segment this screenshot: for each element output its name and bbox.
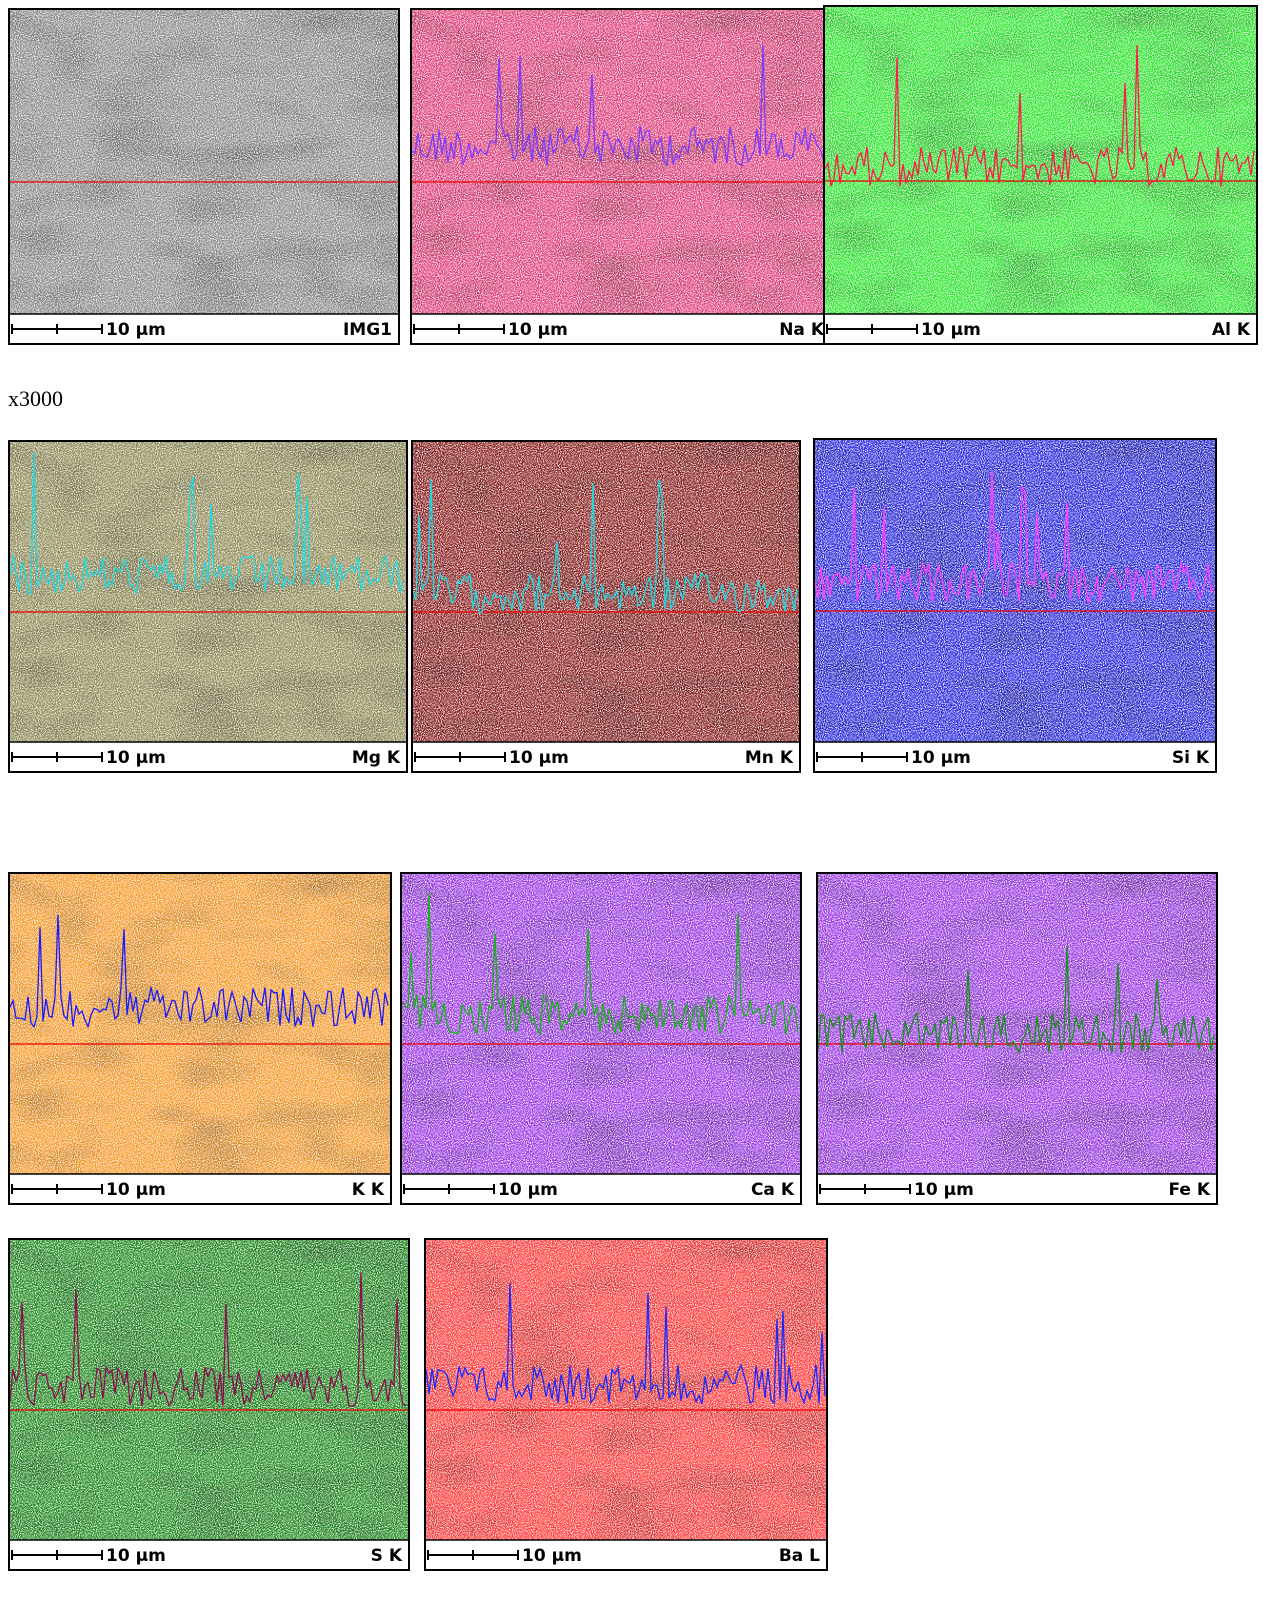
element-label: IMG1 (343, 320, 392, 340)
element-label: Mn K (745, 748, 794, 768)
map-panel: 10 µm Al K (823, 5, 1258, 349)
map-panel: 10 µm Fe K (816, 872, 1218, 1209)
map-image: 10 µm Ca K (400, 872, 802, 1205)
map-speckle (9, 9, 399, 314)
map-speckle (411, 9, 831, 314)
map-panel: 10 µm K K (8, 872, 392, 1209)
scale-label: 10 µm (508, 320, 568, 340)
element-label: Mg K (352, 748, 401, 768)
scale-label: 10 µm (106, 1546, 166, 1566)
map-image: 10 µm Na K (410, 8, 832, 345)
element-label: Si K (1172, 748, 1210, 768)
map-speckle (9, 441, 407, 742)
scale-label: 10 µm (498, 1180, 558, 1200)
map-speckle (814, 439, 1216, 742)
scale-label: 10 µm (106, 1180, 166, 1200)
scale-label: 10 µm (921, 320, 981, 340)
map-image: 10 µm K K (8, 872, 392, 1205)
element-label: Al K (1212, 320, 1251, 340)
element-label: Fe K (1168, 1180, 1210, 1200)
scale-label: 10 µm (509, 748, 569, 768)
map-panel: 10 µm Mn K (411, 440, 801, 777)
scale-label: 10 µm (522, 1546, 582, 1566)
map-panel: 10 µm Mg K (8, 440, 408, 777)
scale-label: 10 µm (106, 748, 166, 768)
scale-label: 10 µm (914, 1180, 974, 1200)
element-label: Ba L (779, 1546, 820, 1566)
map-image: 10 µm Mg K (8, 440, 408, 773)
map-panel: 10 µm Si K (813, 438, 1217, 777)
map-image: 10 µm IMG1 (8, 8, 400, 345)
map-image: 10 µm Al K (823, 5, 1258, 345)
scale-label: 10 µm (911, 748, 971, 768)
element-label: S K (371, 1546, 403, 1566)
element-label: Na K (779, 320, 825, 340)
map-panel: 10 µm IMG1 (8, 8, 400, 349)
map-image: 10 µm S K (8, 1238, 410, 1571)
map-speckle (425, 1239, 827, 1540)
map-panel: 10 µm Ba L (424, 1238, 828, 1575)
map-panel: 10 µm S K (8, 1238, 410, 1575)
page: x3000 10 µm IMG1 10 µm Na K 10 µm Al K 10 µm Mg… (0, 0, 1263, 1609)
map-image: 10 µm Si K (813, 438, 1217, 773)
map-speckle (824, 6, 1257, 314)
map-speckle (412, 441, 800, 742)
map-panel: 10 µm Na K (410, 8, 832, 349)
map-image: 10 µm Fe K (816, 872, 1218, 1205)
scale-label: 10 µm (106, 320, 166, 340)
map-image: 10 µm Ba L (424, 1238, 828, 1571)
magnification-caption: x3000 (8, 386, 63, 412)
element-label: K K (352, 1180, 385, 1200)
element-label: Ca K (751, 1180, 795, 1200)
map-speckle (9, 1239, 409, 1540)
map-image: 10 µm Mn K (411, 440, 801, 773)
map-panel: 10 µm Ca K (400, 872, 802, 1209)
